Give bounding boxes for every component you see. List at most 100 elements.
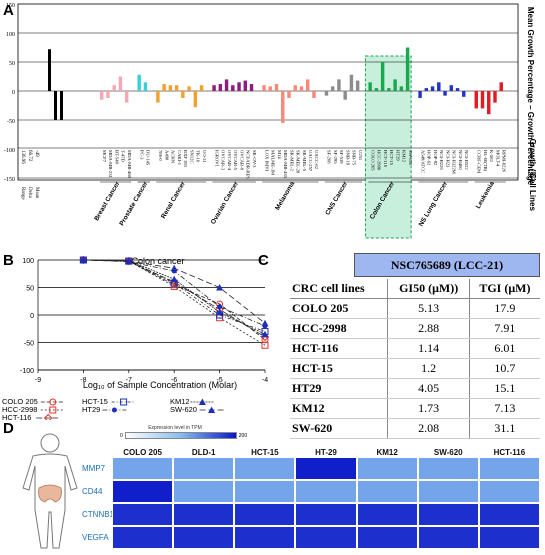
bar: [137, 74, 141, 91]
bar: [462, 91, 466, 97]
panel-a-chart: 150 100 50 0 -50 -100 -150 136.96 66.72 -49 Range…: [4, 3, 537, 239]
cell-line-name: HCT-15: [290, 358, 389, 379]
stat-value: 66.72: [27, 150, 32, 162]
cell-line-label: SF-539: [339, 150, 344, 164]
legend-label: COLO 205: [2, 397, 38, 406]
y-tick-label: 50: [26, 286, 34, 293]
cell-line-name: HCT-116: [290, 338, 389, 359]
bar: [224, 79, 229, 91]
bar: [293, 85, 297, 91]
point: [49, 398, 57, 406]
heatmap-cell: [234, 503, 296, 526]
heatmap-row: VEGFA: [82, 526, 540, 549]
cell-line-label: COLO 205: [370, 150, 375, 171]
bar: [380, 62, 385, 91]
stats-block: 136.96 66.72 -49 Range Delta Mean: [20, 49, 63, 201]
panel-label-b: B: [3, 252, 14, 269]
colorbar-gradient: [124, 432, 237, 439]
bar: [480, 91, 485, 109]
column-header: GI50 (μM)): [387, 279, 470, 299]
heatmap-cell: [478, 526, 540, 549]
cell-line-label: SF-268: [327, 150, 332, 164]
table-cell: 31.1: [469, 418, 540, 439]
heatmap-row: MMP7: [82, 457, 540, 480]
bar: [212, 85, 216, 91]
panel-label-a: A: [3, 2, 14, 19]
point: [43, 413, 53, 420]
table-row: HT29 4.05 15.1: [290, 378, 540, 399]
table-row: SW-620 2.08 31.1: [290, 418, 540, 439]
table-row: HCT-116 1.14 6.01: [290, 338, 540, 359]
cell-line-name: COLO 205: [290, 298, 389, 319]
panel-label-c: C: [258, 252, 269, 269]
y-tick-label: -50: [7, 119, 15, 125]
table-cell: 10.7: [469, 358, 540, 379]
cell-line-label: OVCAR-8: [239, 150, 244, 171]
point: [49, 406, 57, 414]
colon-cancer-highlight: [364, 55, 412, 239]
point: [217, 304, 223, 310]
series-lines: [79, 255, 270, 349]
x-axis-title: Log₁₀ of Sample Concentration (Molar): [83, 380, 237, 390]
heatmap-cell: [417, 526, 479, 549]
heatmap-column-label: DLD-1: [191, 448, 216, 457]
bar: [268, 86, 272, 91]
cell-lines-label: Cell Lines: [528, 173, 537, 211]
point: [125, 257, 133, 265]
heatmap-column-label: HCT-116: [493, 448, 526, 457]
bar: [487, 91, 491, 115]
point: [79, 256, 87, 263]
cell-line-label: M14: [277, 150, 282, 159]
legend-item: HT29: [82, 405, 127, 414]
legend-item: KM12: [170, 397, 215, 406]
stat-label: Mean: [34, 187, 39, 199]
table-cell: 1.14: [387, 338, 470, 359]
bar: [393, 79, 397, 91]
heatmap-row-label: CTNNB1: [82, 510, 115, 519]
group-label: Prostate Cancer: [118, 180, 149, 227]
cell-line-label: HCT-116: [383, 150, 388, 168]
bar: [455, 88, 460, 91]
cell-line-label: SNB-19: [345, 150, 350, 166]
cell-line-label: BT-549: [114, 150, 119, 165]
point: [208, 406, 216, 413]
bar: [187, 86, 191, 91]
bar: [174, 85, 179, 91]
table-cell: 17.9: [469, 298, 540, 319]
heatmap-column-label: SW-620: [433, 448, 463, 457]
y-axis-title: Mean Growth Percentage – Growth Percenta…: [526, 7, 535, 186]
bar: [124, 91, 129, 103]
heatmap-cell: [112, 503, 174, 526]
bar: [493, 91, 497, 103]
cell-line-label: SK-OV-3: [252, 150, 257, 168]
heatmap-cell: [295, 526, 357, 549]
bar: [474, 91, 478, 109]
heatmap-column-label: HCT-15: [251, 448, 279, 457]
heatmap-cell: [112, 480, 174, 503]
y-tick-label: 50: [9, 61, 15, 67]
cell-line-label: A498: [164, 150, 169, 161]
table-cell: 6.01: [469, 338, 540, 359]
cell-line-label: U251: [358, 150, 363, 161]
bar: [112, 85, 116, 91]
bar: [106, 91, 110, 98]
cell-line-label: RXF 393: [183, 150, 188, 168]
heatmap-column-label: KM12: [376, 448, 398, 457]
bar: [193, 91, 198, 108]
bar: [199, 85, 204, 91]
bar: [449, 85, 454, 91]
bar: [168, 85, 173, 91]
bar: [274, 84, 279, 91]
point: [124, 256, 134, 266]
legend-label: SW-620: [170, 405, 197, 414]
bar: [249, 84, 254, 91]
cell-line-label: LOX IMVI: [264, 150, 269, 172]
heatmap-column-label: HT-29: [315, 448, 337, 457]
group-label: NS Lung Cancer: [418, 180, 450, 228]
gi50-table: CRC cell lines GI50 (μM)) TGI (μM) COLO 205…: [290, 279, 540, 439]
heatmap-cell: [295, 480, 357, 503]
cell-line-label: HOP-62: [427, 150, 432, 166]
point: [261, 341, 269, 349]
cell-line-label: UO-31: [202, 150, 207, 163]
heatmap-row: CTNNB1: [82, 503, 540, 526]
